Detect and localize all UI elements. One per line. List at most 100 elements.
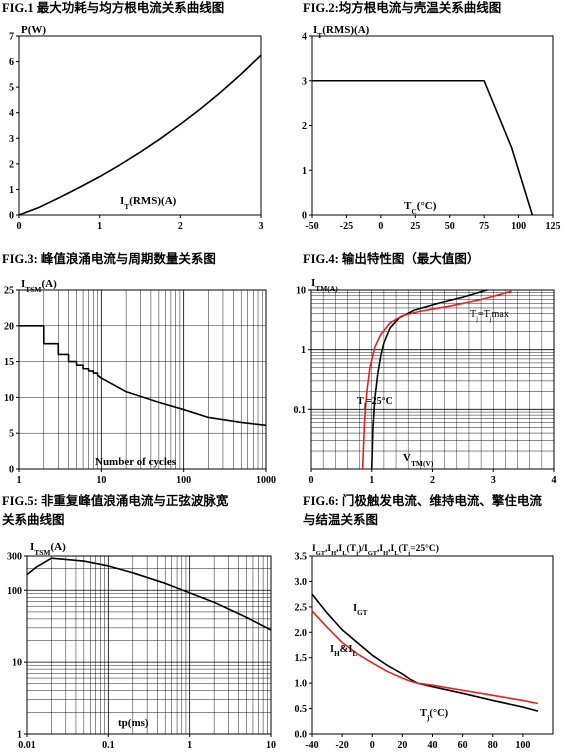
fig2-ytick-label: 3: [302, 76, 307, 87]
fig5-xtick-label: 1: [187, 740, 192, 751]
fig6-ytick-label: 3.0: [295, 577, 308, 588]
fig1-ylabel: P(W): [21, 24, 46, 36]
fig6-ytick-label: 0.5: [295, 704, 308, 715]
fig1-plot-frame: [18, 35, 262, 216]
fig4-series-line-1: [361, 290, 512, 470]
fig3-xtick-label: 1000: [256, 475, 276, 486]
fig4-ytick-label: 1: [301, 345, 306, 356]
fig1-caption: FIG.1 最大功耗与均方根电流关系曲线图: [2, 1, 225, 15]
fig4-xtick-label: 1: [369, 475, 374, 486]
fig1-ytick-label: 0: [9, 211, 14, 222]
fig6-ytick-label: 3.5: [295, 552, 308, 563]
fig4-xtick-label: 2: [430, 475, 435, 486]
fig3-ytick-label: 10: [4, 393, 14, 404]
fig3-series-line-0: [19, 325, 267, 427]
fig6-xtick-label: 20: [397, 740, 407, 751]
fig6-xlabel: Tj(°C): [420, 708, 449, 722]
fig2-series-line-0: [312, 79, 534, 216]
fig2-xtick-label: 100: [511, 221, 526, 232]
fig6-series-line-0: [311, 593, 539, 712]
fig6-ytick-label: 2.0: [295, 628, 308, 639]
fig1-xlabel: IT(RMS)(A): [120, 195, 177, 211]
fig6-ytick-label: 1.0: [295, 679, 308, 690]
fig2-chart: -50 -25 0 25 50 75 100 125 0 1 2 3 4: [302, 32, 561, 233]
fig1-chart: 0 1 2 3 0 1 2 3 4 5 6 7: [9, 32, 264, 233]
fig4-ylabel: ITM(A): [311, 277, 338, 293]
fig1-xtick-label: 1: [97, 221, 102, 232]
fig5-caption-line2: 关系曲线图: [2, 513, 65, 527]
fig6-xtick-label: 80: [488, 740, 498, 751]
fig4-caption: FIG.4: 输出特性图（最大值图）: [303, 252, 480, 266]
fig3-ytick-label: 15: [4, 357, 14, 368]
fig6-ytick-label: 0.0: [295, 730, 308, 741]
fig6-caption-line2: 与结温关系图: [303, 513, 379, 527]
fig5-ylabel: ITSM(A): [30, 541, 66, 557]
fig2-xtick-label: 125: [546, 221, 561, 232]
fig5-plot-frame: [26, 555, 272, 735]
fig1-ytick-label: 6: [9, 57, 14, 68]
fig3-ytick-label: 25: [4, 286, 14, 297]
fig2-xlabel: TC(°C): [404, 200, 437, 216]
fig6-caption-line1: FIG.6: 门极触发电流、维持电流、擎住电流: [303, 494, 542, 508]
fig4-ytick-label: 10: [296, 286, 306, 297]
fig4-xlabel: VTM(V): [403, 452, 434, 468]
fig3-ytick-label: 5: [9, 429, 14, 440]
fig6-xtick-label: -20: [335, 740, 348, 751]
fig4-xtick-label: 4: [552, 475, 557, 486]
fig2-ytick-label: 1: [302, 166, 307, 177]
fig4-chart: 0 1 2 3 4 0.1 1 10: [294, 286, 557, 487]
fig1-xtick-label: 0: [17, 221, 22, 232]
fig3-ytick-label: 0: [9, 465, 14, 476]
fig2-xtick-label: 0: [378, 221, 383, 232]
fig2-ytick-label: 0: [302, 211, 307, 222]
fig2-xtick-label: -50: [305, 221, 318, 232]
fig6-xtick-label: -40: [305, 740, 318, 751]
fig2-ytick-label: 4: [302, 32, 307, 43]
fig6-chart: -40 -20 0 20 40 60 80 100 0.0 0.5 1.0 1.5 2.0 2.5 3.0 3…: [295, 552, 554, 751]
fig3-plot-frame: [18, 289, 267, 470]
fig2-plot-frame: [311, 35, 554, 216]
fig5-ytick-label: 100: [7, 586, 22, 597]
fig1-ytick-label: 4: [9, 108, 14, 119]
fig4-xtick-label: 3: [491, 475, 496, 486]
fig5-caption-line1: FIG.5: 非重复峰值浪涌电流与正弦波脉宽: [2, 494, 229, 508]
fig4-annotation-tjmax: Tj=Tjmax: [470, 309, 509, 323]
fig6-ylabel: IGT,IH,IL(Tj)/IGT,IH,IL(Tj=25°C): [312, 543, 439, 557]
fig3-xtick-label: 1: [17, 475, 22, 486]
fig5-ytick-label: 300: [7, 552, 22, 563]
fig2-ylabel: IT(RMS)(A): [313, 24, 370, 40]
fig1-ytick-label: 2: [9, 159, 14, 170]
fig2-xtick-label: 25: [410, 221, 420, 232]
fig5-series-line-0: [26, 557, 272, 631]
fig6-xtick-label: 100: [515, 740, 530, 751]
fig6-ytick-label: 2.5: [295, 602, 308, 613]
fig1-xtick-label: 3: [259, 221, 264, 232]
fig6-annotation-igt: IGT: [353, 603, 368, 617]
fig2-ytick-label: 2: [302, 121, 307, 132]
fig6-xtick-label: 40: [428, 740, 438, 751]
fig6-series-line-1: [311, 610, 539, 705]
fig1-ytick-label: 5: [9, 83, 14, 94]
fig3-xtick-label: 100: [176, 475, 191, 486]
fig3-ytick-label: 20: [4, 321, 14, 332]
fig1-ytick-label: 1: [9, 185, 14, 196]
fig3-xlabel: Number of cycles: [95, 456, 177, 468]
fig3-chart: 1 10 100 1000 0 5 10 15 20 25: [4, 286, 276, 487]
fig6-ytick-label: 1.5: [295, 653, 308, 664]
fig5-xtick-label: 10: [266, 740, 276, 751]
fig1-ytick-label: 7: [9, 32, 14, 43]
fig2-xtick-label: -25: [340, 221, 353, 232]
fig4-annotation-tj25: Tj=25°C: [357, 396, 393, 410]
fig2-xtick-label: 75: [479, 221, 489, 232]
fig5-ytick-label: 1: [17, 730, 22, 741]
fig5-chart: 0.01 0.1 1 10 1 10 100 300: [7, 552, 276, 752]
fig1-ytick-label: 3: [9, 134, 14, 145]
fig4-xtick-label: 0: [309, 475, 314, 486]
fig4-series-line-0: [370, 289, 488, 470]
fig5-xlabel: tp(ms): [118, 717, 149, 729]
fig5-ytick-label: 10: [12, 658, 22, 669]
fig5-xtick-label: 0.1: [102, 740, 115, 751]
fig3-caption: FIG.3: 峰值浪涌电流与周期数量关系图: [2, 252, 216, 266]
fig1-xtick-label: 2: [178, 221, 183, 232]
fig6-annotation-ih-il: IH&IL: [330, 644, 357, 658]
